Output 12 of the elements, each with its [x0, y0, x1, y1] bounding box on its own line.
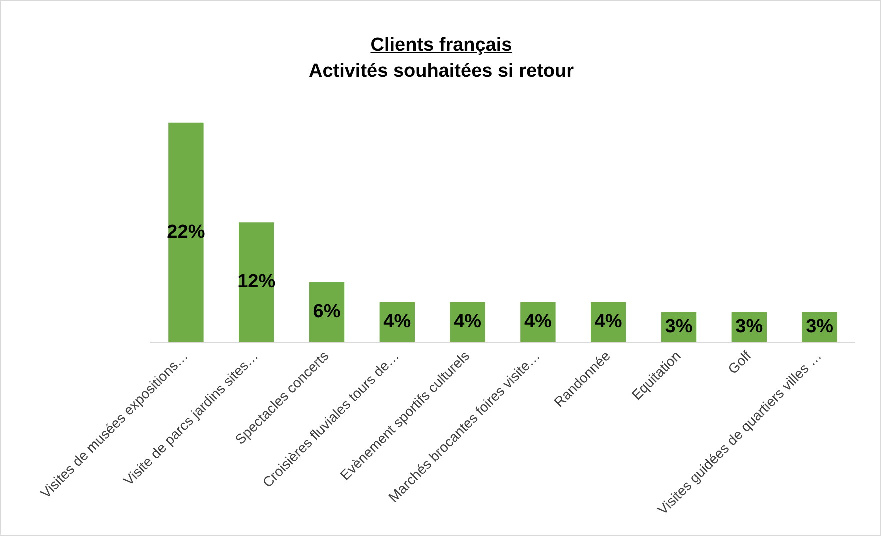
- data-label: 3%: [806, 316, 834, 338]
- data-label: 4%: [594, 312, 622, 333]
- data-label: 3%: [736, 316, 764, 338]
- chart-title: Clients français: [370, 35, 514, 57]
- data-label: 4%: [524, 312, 552, 333]
- bar: [168, 122, 204, 342]
- data-label: 4%: [454, 312, 482, 333]
- chart-subtitle: Activités souhaitées si retour: [308, 61, 576, 83]
- data-label: 3%: [665, 316, 693, 338]
- data-label: 6%: [313, 302, 341, 323]
- data-label: 4%: [384, 312, 412, 333]
- x-tick-label: Golf: [724, 348, 754, 378]
